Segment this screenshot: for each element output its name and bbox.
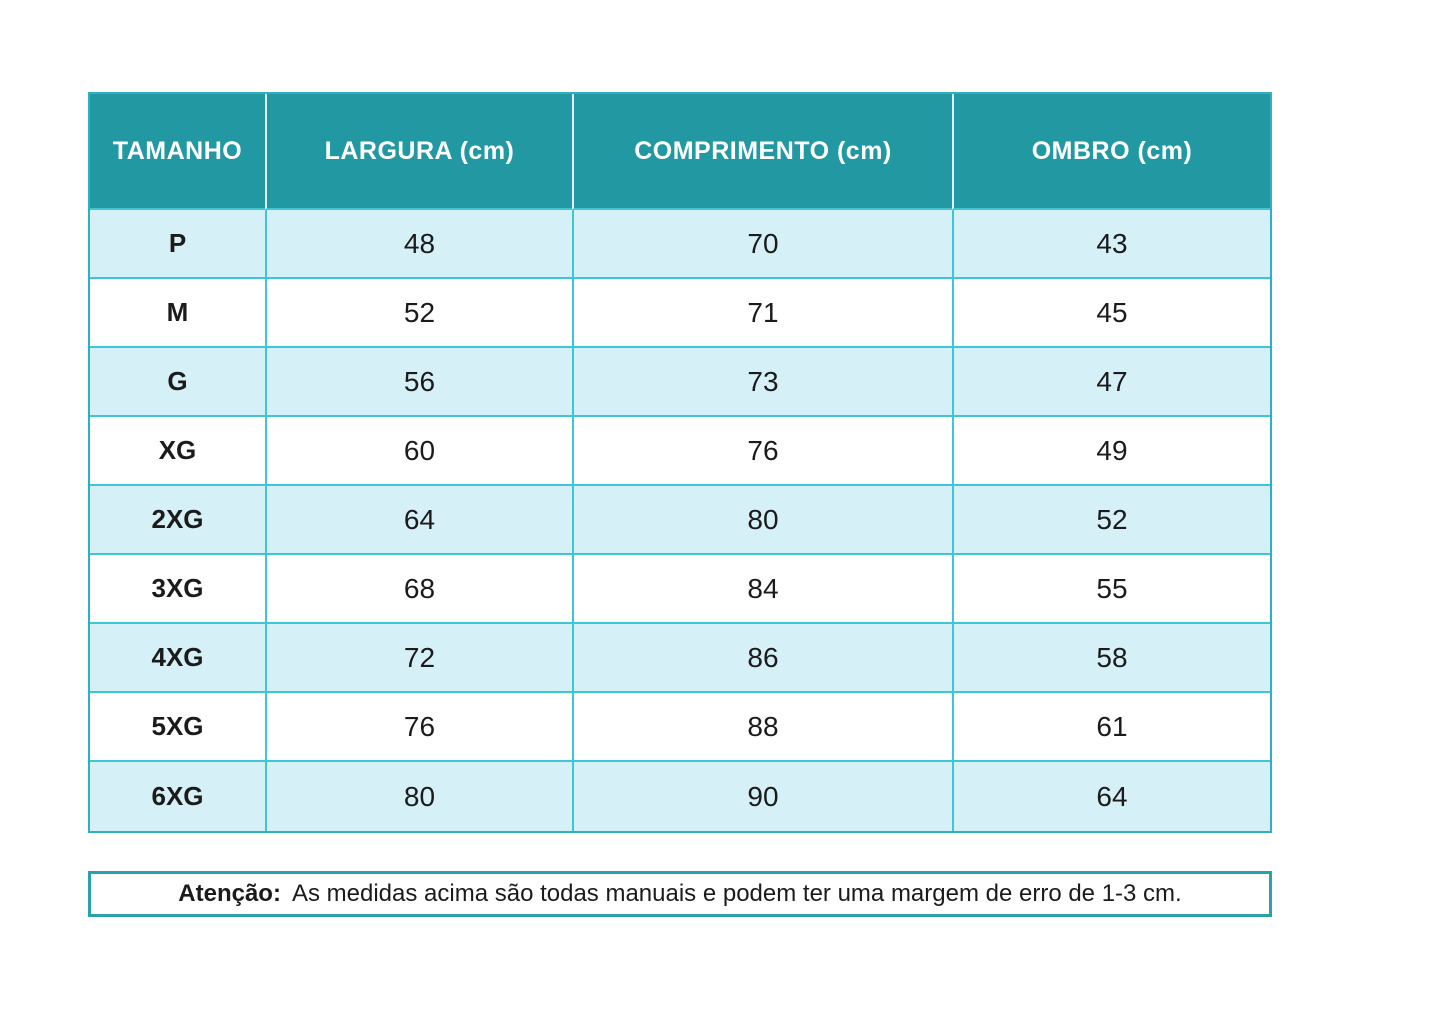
table-row: 2XG 64 80 52 [90, 486, 1270, 555]
column-header-ombro: OMBRO (cm) [952, 94, 1270, 210]
measurement-disclaimer: Atenção: As medidas acima são todas manu… [88, 871, 1272, 917]
cell-comprimento: 88 [572, 693, 952, 762]
cell-largura: 60 [265, 417, 572, 486]
cell-largura: 48 [265, 210, 572, 279]
cell-ombro: 58 [952, 624, 1270, 693]
table-row: 3XG 68 84 55 [90, 555, 1270, 624]
cell-size: 4XG [90, 624, 265, 693]
cell-ombro: 47 [952, 348, 1270, 417]
column-header-comprimento: COMPRIMENTO (cm) [572, 94, 952, 210]
cell-largura: 56 [265, 348, 572, 417]
table-row: G 56 73 47 [90, 348, 1270, 417]
cell-size: 3XG [90, 555, 265, 624]
cell-ombro: 55 [952, 555, 1270, 624]
table-row: M 52 71 45 [90, 279, 1270, 348]
cell-comprimento: 90 [572, 762, 952, 831]
cell-largura: 52 [265, 279, 572, 348]
cell-largura: 72 [265, 624, 572, 693]
table-row: 5XG 76 88 61 [90, 693, 1270, 762]
cell-size: 6XG [90, 762, 265, 831]
cell-ombro: 49 [952, 417, 1270, 486]
cell-size: M [90, 279, 265, 348]
cell-largura: 80 [265, 762, 572, 831]
disclaimer-label: Atenção: [178, 880, 281, 907]
table-row: P 48 70 43 [90, 210, 1270, 279]
cell-ombro: 61 [952, 693, 1270, 762]
table-row: 6XG 80 90 64 [90, 762, 1270, 831]
cell-ombro: 43 [952, 210, 1270, 279]
table-row: XG 60 76 49 [90, 417, 1270, 486]
cell-comprimento: 86 [572, 624, 952, 693]
cell-comprimento: 71 [572, 279, 952, 348]
cell-comprimento: 76 [572, 417, 952, 486]
cell-largura: 76 [265, 693, 572, 762]
table-row: 4XG 72 86 58 [90, 624, 1270, 693]
disclaimer-text: As medidas acima são todas manuais e pod… [291, 880, 1182, 907]
size-chart-table: TAMANHO LARGURA (cm) COMPRIMENTO (cm) OM… [88, 92, 1272, 833]
cell-size: P [90, 210, 265, 279]
cell-ombro: 45 [952, 279, 1270, 348]
cell-comprimento: 70 [572, 210, 952, 279]
cell-size: G [90, 348, 265, 417]
cell-size: XG [90, 417, 265, 486]
column-header-tamanho: TAMANHO [90, 94, 265, 210]
table-header-row: TAMANHO LARGURA (cm) COMPRIMENTO (cm) OM… [90, 94, 1270, 210]
column-header-largura: LARGURA (cm) [265, 94, 572, 210]
cell-ombro: 64 [952, 762, 1270, 831]
cell-size: 5XG [90, 693, 265, 762]
cell-comprimento: 73 [572, 348, 952, 417]
cell-largura: 64 [265, 486, 572, 555]
cell-comprimento: 80 [572, 486, 952, 555]
cell-size: 2XG [90, 486, 265, 555]
cell-largura: 68 [265, 555, 572, 624]
cell-ombro: 52 [952, 486, 1270, 555]
cell-comprimento: 84 [572, 555, 952, 624]
